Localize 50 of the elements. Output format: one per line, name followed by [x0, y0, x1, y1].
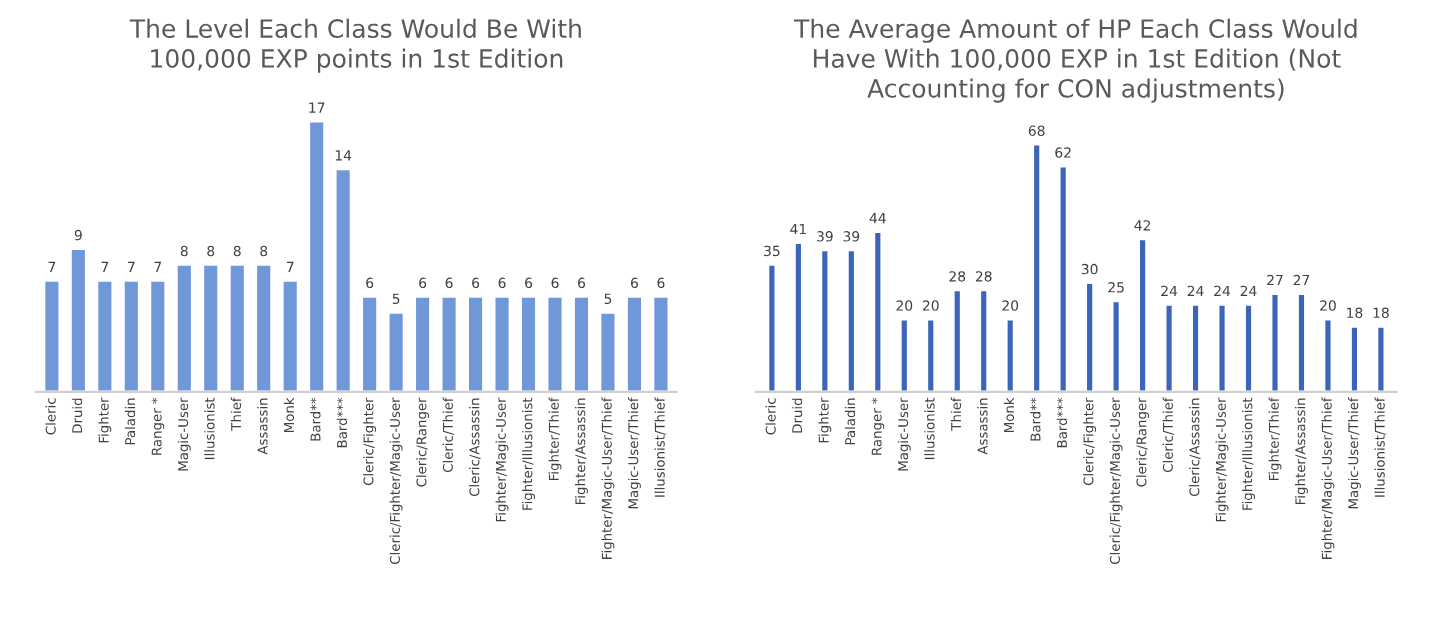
bar — [625, 294, 644, 392]
bar — [793, 241, 804, 392]
bar — [1375, 324, 1387, 392]
bar — [148, 279, 168, 392]
bar — [227, 263, 247, 392]
bar — [1031, 142, 1043, 392]
bar — [598, 310, 618, 392]
bar — [95, 279, 115, 392]
bar — [572, 294, 591, 392]
bar — [766, 263, 778, 392]
bar — [307, 119, 327, 392]
bar — [1137, 237, 1148, 392]
bar — [1004, 317, 1016, 392]
bar — [439, 294, 459, 392]
bar — [1057, 164, 1069, 392]
bar — [545, 294, 565, 392]
bar — [413, 294, 432, 392]
bar — [872, 230, 884, 392]
bar — [1110, 299, 1122, 392]
bar — [898, 317, 910, 392]
bar — [492, 294, 512, 392]
bar — [360, 294, 379, 392]
bar — [845, 248, 857, 392]
bar — [42, 279, 62, 392]
bar — [1190, 303, 1201, 392]
bar — [1163, 303, 1175, 392]
bar — [386, 310, 406, 392]
bar — [280, 279, 300, 392]
bar — [651, 294, 671, 392]
bar — [978, 288, 990, 392]
bar — [333, 167, 353, 392]
bar — [819, 248, 831, 392]
bar — [1243, 303, 1254, 392]
bar — [951, 288, 963, 392]
bar — [1296, 292, 1307, 392]
bar — [1349, 324, 1360, 392]
chart-title: The Level Each Class Would Be With 100,000 EXP points in 1st Edition — [129, 18, 581, 73]
bar — [1084, 281, 1095, 392]
bar — [925, 317, 937, 392]
bar — [1216, 303, 1228, 392]
bar — [254, 263, 274, 392]
chart-title: The Average Amount of HP Each Class Would Have With 100,000 EXP in 1st Edition (Not Accounting for CON adjustments) — [793, 18, 1357, 103]
bar — [466, 294, 485, 392]
bar — [201, 263, 221, 392]
bar — [69, 247, 88, 392]
bar — [1269, 292, 1281, 392]
bar — [174, 263, 194, 392]
bar — [121, 279, 141, 392]
bar — [1322, 317, 1334, 392]
bar — [519, 294, 538, 392]
